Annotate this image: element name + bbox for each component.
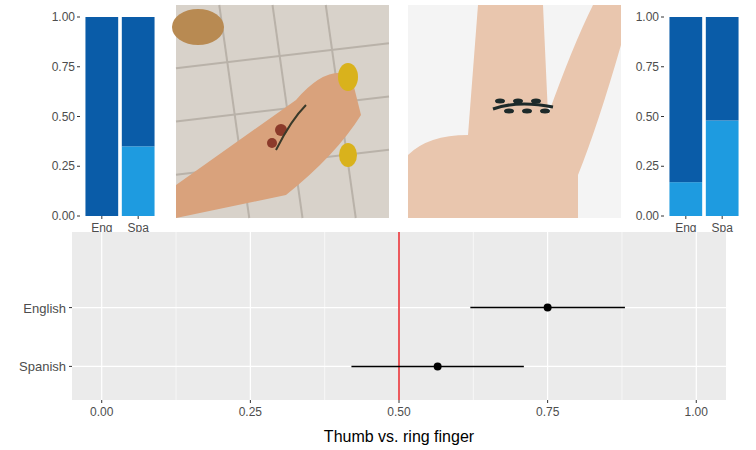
minor-grid-line <box>473 232 474 400</box>
tattoo <box>495 99 505 104</box>
category-tick <box>69 307 72 308</box>
tick-mark <box>661 116 664 117</box>
stacked-bar-chart: 0.000.250.500.751.00EngSpa <box>636 10 739 235</box>
bar-segment <box>85 17 118 216</box>
bar-segment <box>669 17 702 182</box>
tattoo <box>276 105 306 150</box>
photo-ring-finger-tattoo <box>408 5 621 218</box>
axis-title: Thumb vs. ring finger <box>324 428 475 445</box>
tick-label: 0.75 <box>52 60 76 74</box>
tick-mark <box>661 216 664 217</box>
tick-label: 0.75 <box>636 60 660 74</box>
nail <box>339 143 357 167</box>
grid-line <box>547 232 548 400</box>
marks <box>351 232 624 400</box>
tick-label: 0.25 <box>52 159 76 173</box>
bar-segment <box>122 17 155 146</box>
photo-thumb-tattoo <box>172 5 389 218</box>
tick-label: 0.00 <box>90 405 114 419</box>
minor-grid-line <box>176 232 177 400</box>
point <box>544 304 552 312</box>
tick-mark <box>77 166 80 167</box>
grid-line <box>696 232 697 400</box>
tattoo <box>267 138 277 148</box>
tattoo <box>540 109 550 114</box>
tick-label: 0.25 <box>239 405 263 419</box>
tick-mark <box>77 116 80 117</box>
tattoo <box>531 99 541 104</box>
tick-mark <box>399 400 400 403</box>
tick-label: 0.50 <box>636 110 660 124</box>
grid-line <box>101 232 102 400</box>
tick-mark <box>696 400 697 403</box>
bar-segment <box>669 182 702 216</box>
bars <box>85 17 154 216</box>
tick-label: 1.00 <box>685 405 709 419</box>
bar-segment <box>706 120 739 216</box>
tick-mark <box>547 400 548 403</box>
category-tick <box>101 216 102 219</box>
category-tick <box>722 216 723 219</box>
tick-mark <box>101 400 102 403</box>
stacked-bar-chart: 0.000.250.500.751.00EngSpa <box>52 10 155 235</box>
tick-mark <box>661 66 664 67</box>
tattoo <box>522 109 532 114</box>
photo-background <box>408 5 621 218</box>
hand <box>176 73 361 218</box>
category-tick <box>685 216 686 219</box>
minor-grid-line <box>621 232 622 400</box>
tick-mark <box>77 66 80 67</box>
minor-grid-line <box>324 232 325 400</box>
category-tick <box>138 216 139 219</box>
tattoo <box>504 109 514 114</box>
bar-segment <box>122 146 155 216</box>
grid-line <box>398 232 399 400</box>
category-label: Spanish <box>19 359 66 374</box>
point <box>434 362 442 370</box>
plot-panel <box>72 232 726 400</box>
dot-chart: 0.00 0.25 0.50 0.75 1.00 English Spanish Thumb … <box>19 232 726 445</box>
tick-label: 0.25 <box>636 159 660 173</box>
tick-label: 0.50 <box>387 405 411 419</box>
bar-segment <box>706 17 739 120</box>
tick-label: 0.00 <box>636 209 660 223</box>
tick-mark <box>77 216 80 217</box>
nail <box>338 63 358 91</box>
figure: 0.000.250.500.751.00EngSpa0.000.250.500.… <box>0 0 756 450</box>
hand <box>408 5 621 218</box>
tattoo <box>513 99 523 104</box>
grid-line <box>72 366 726 367</box>
grid-line <box>250 232 251 400</box>
tattoo <box>493 104 553 109</box>
reference-line <box>398 232 400 400</box>
tick-mark <box>661 17 664 18</box>
tick-label: 0.75 <box>536 405 560 419</box>
dog <box>172 9 224 45</box>
tick-label: 1.00 <box>52 10 76 24</box>
tick-mark <box>250 400 251 403</box>
tick-label: 1.00 <box>636 10 660 24</box>
bars <box>669 17 738 216</box>
category-tick <box>69 366 72 367</box>
tick-label: 0.50 <box>52 110 76 124</box>
tick-mark <box>661 166 664 167</box>
tick-label: 0.00 <box>52 209 76 223</box>
tick-mark <box>77 17 80 18</box>
category-label: English <box>23 301 66 316</box>
tile-grout <box>176 43 389 68</box>
